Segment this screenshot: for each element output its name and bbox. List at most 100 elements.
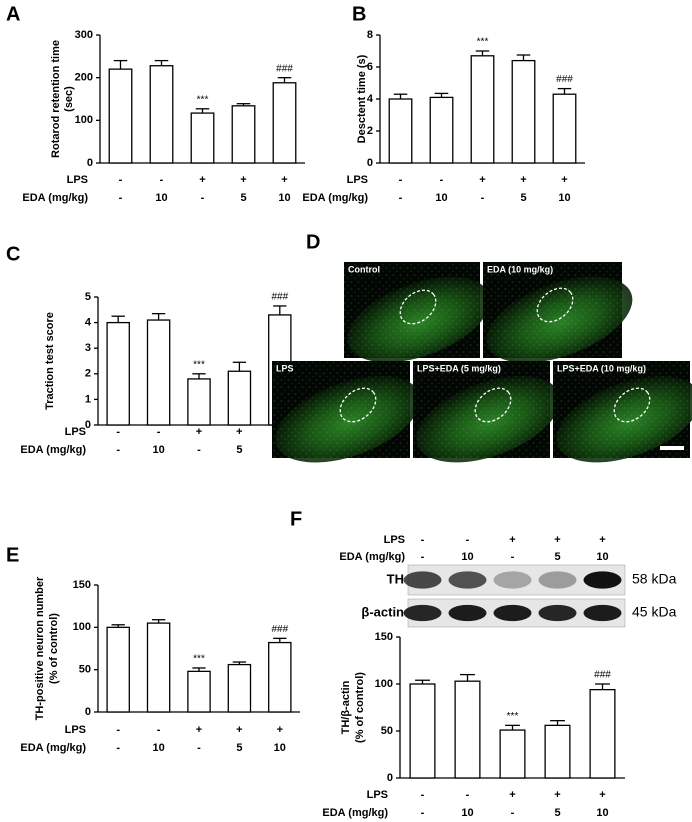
y-tick-label: 2 (85, 368, 91, 380)
condition-label: 5 (240, 192, 246, 204)
bar (187, 670, 211, 713)
significance-label: ### (276, 63, 293, 74)
significance-label: *** (197, 94, 209, 105)
condition-label: - (511, 551, 515, 563)
region-outline (613, 387, 651, 423)
y-tick-label: 0 (85, 706, 91, 718)
y-tick-label: 0 (387, 772, 393, 784)
y-tick-label: 2 (367, 125, 373, 137)
band-name: β-actin (361, 604, 404, 619)
bar (231, 105, 256, 164)
y-axis-label: (% of control) (354, 672, 366, 743)
condition-label: + (599, 789, 605, 801)
condition-label: - (440, 174, 444, 186)
condition-label: + (599, 534, 605, 546)
blot-band (583, 604, 622, 622)
condition-label: + (520, 174, 526, 186)
y-tick-label: 50 (79, 664, 91, 676)
bar (146, 319, 171, 426)
y-tick-label: 50 (381, 725, 393, 737)
condition-label: 5 (554, 551, 560, 563)
condition-label: + (509, 534, 515, 546)
band-size: 58 kDa (632, 571, 677, 587)
condition-label: 10 (596, 551, 608, 563)
condition-name: LPS (65, 426, 86, 438)
bar (511, 59, 536, 164)
region-outline (536, 287, 574, 323)
condition-label: 5 (554, 807, 560, 819)
bar (146, 622, 171, 713)
condition-label: + (236, 724, 242, 736)
condition-label: - (157, 426, 161, 438)
condition-label: - (119, 174, 123, 186)
condition-label: + (196, 426, 202, 438)
y-tick-label: 3 (85, 342, 91, 354)
panel-letter: D (306, 231, 320, 253)
y-tick-label: 100 (375, 678, 393, 690)
condition-label: 10 (461, 551, 473, 563)
bar (149, 65, 174, 164)
bar (454, 680, 481, 779)
scale-bar (660, 446, 684, 450)
y-tick-label: 0 (85, 419, 91, 431)
image-label: Control (348, 264, 380, 274)
condition-label: - (201, 192, 205, 204)
significance-label: ### (271, 292, 288, 303)
condition-label: - (481, 192, 485, 204)
significance-label: *** (193, 654, 205, 665)
condition-label: 10 (558, 192, 570, 204)
condition-name: EDA (mg/kg) (302, 192, 368, 204)
significance-label: *** (477, 37, 489, 48)
panel-letter: C (6, 243, 20, 265)
condition-label: + (196, 724, 202, 736)
significance-label: ### (556, 74, 573, 85)
bar (388, 98, 413, 164)
significance-label: ### (594, 670, 611, 681)
image-label: EDA (10 mg/kg) (487, 264, 553, 274)
blot-band (583, 571, 622, 589)
bar (429, 96, 454, 164)
condition-name: LPS (67, 174, 88, 186)
bar (190, 112, 215, 164)
y-axis-label: Desctent time (s) (356, 54, 368, 143)
condition-label: + (554, 789, 560, 801)
y-axis-label: TH-positive neuron number (34, 576, 46, 720)
bar (499, 729, 526, 779)
condition-name: EDA (mg/kg) (322, 807, 388, 819)
condition-name: EDA (mg/kg) (339, 551, 405, 563)
y-tick-label: 0 (367, 157, 373, 169)
condition-label: - (421, 534, 425, 546)
bar (187, 378, 211, 426)
condition-label: - (466, 789, 470, 801)
condition-label: - (421, 807, 425, 819)
condition-label: 10 (155, 192, 167, 204)
condition-label: 5 (236, 742, 242, 754)
tissue-speckle (344, 262, 480, 358)
bar (106, 321, 130, 426)
panel-letter: A (6, 3, 20, 25)
y-tick-label: 150 (375, 631, 393, 643)
condition-label: + (479, 174, 485, 186)
y-tick-label: 0 (87, 157, 93, 169)
condition-label: + (199, 174, 205, 186)
bar (268, 641, 292, 713)
condition-name: LPS (367, 789, 388, 801)
y-tick-label: 150 (73, 579, 91, 591)
y-tick-label: 300 (75, 29, 93, 41)
condition-label: - (116, 426, 120, 438)
condition-label: + (236, 426, 242, 438)
condition-name: EDA (mg/kg) (20, 742, 86, 754)
y-tick-label: 5 (85, 291, 91, 303)
tissue-speckle (272, 361, 410, 458)
condition-label: - (116, 724, 120, 736)
tissue-speckle (553, 361, 690, 458)
y-axis-label: TH/β-actin (340, 680, 352, 734)
condition-label: - (421, 789, 425, 801)
image-label: LPS (276, 363, 294, 373)
condition-label: 10 (152, 444, 164, 456)
band-size: 45 kDa (632, 604, 677, 620)
condition-label: - (399, 192, 403, 204)
tissue-speckle (413, 361, 550, 458)
bar (409, 683, 436, 779)
